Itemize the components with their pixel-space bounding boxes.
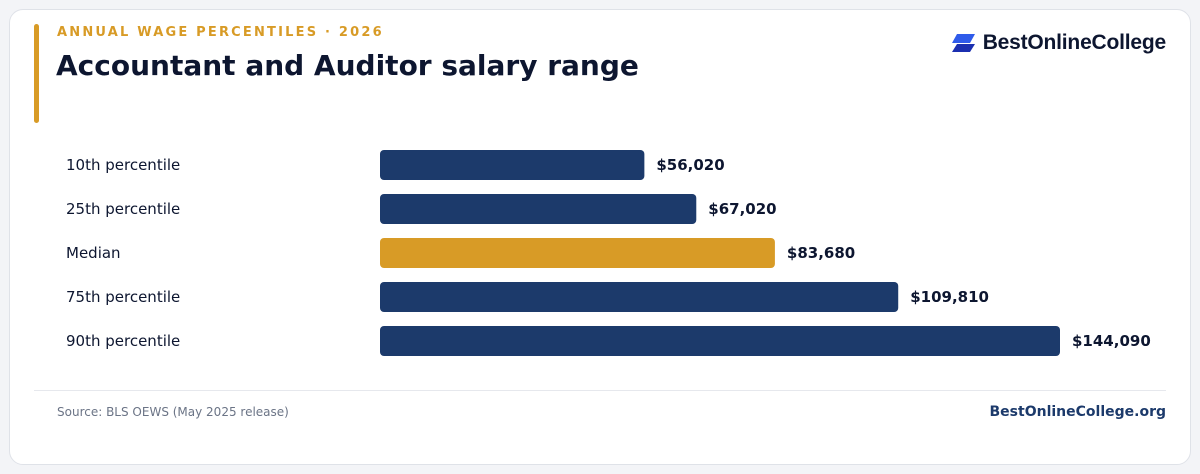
bar	[380, 194, 697, 224]
value-label: $144,090	[1072, 332, 1151, 350]
accent-bar	[34, 24, 39, 123]
site-url: BestOnlineCollege.org	[989, 404, 1166, 420]
bar	[380, 238, 775, 268]
value-label: $109,810	[910, 288, 989, 306]
category-label: Median	[66, 244, 121, 262]
value-label: $56,020	[656, 156, 724, 174]
salary-bar-chart: 10th percentile $56,020 25th percentile $67…	[66, 150, 1151, 356]
source-note: Source: BLS OEWS (May 2025 release)	[57, 405, 289, 419]
bar	[380, 282, 899, 312]
bar	[380, 150, 645, 180]
category-label: 75th percentile	[66, 288, 180, 306]
brand-logo-text: BestOnlineCollege	[982, 31, 1167, 54]
value-label: $83,680	[787, 244, 855, 262]
double-parallelogram-icon	[951, 33, 976, 53]
category-label: 90th percentile	[66, 332, 180, 350]
chart-card	[9, 9, 1191, 465]
bar	[380, 326, 1060, 356]
chart-title: Accountant and Auditor salary range	[56, 49, 639, 82]
category-label: 25th percentile	[66, 200, 180, 218]
value-label: $67,020	[708, 200, 776, 218]
category-label: 10th percentile	[66, 156, 180, 174]
footer-divider	[34, 390, 1166, 391]
chart-eyebrow: ANNUAL WAGE PERCENTILES · 2026	[57, 25, 384, 40]
brand-logo: BestOnlineCollege	[951, 31, 1166, 55]
